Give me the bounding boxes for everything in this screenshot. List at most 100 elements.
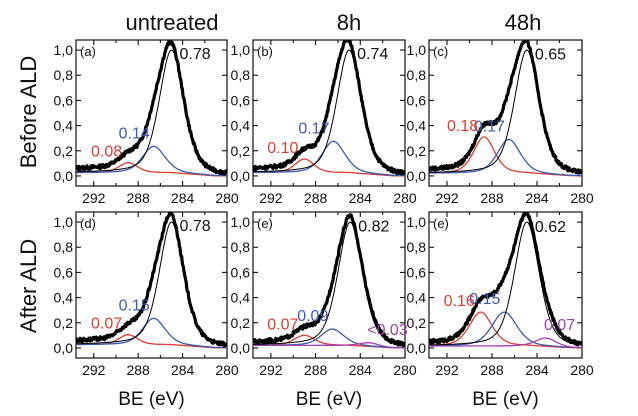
x-tick-label: 280: [215, 190, 239, 206]
y-tick-label: 0,0: [231, 340, 251, 356]
x-axis-label: BE (eV): [296, 389, 363, 410]
x-tick-label: 284: [349, 190, 373, 206]
y-tick-label: 0,8: [231, 67, 251, 83]
y-tick-label: 0,2: [54, 143, 74, 159]
main-peak-label: 0.65: [535, 47, 566, 64]
y-tick-label: 0,4: [231, 290, 251, 306]
x-tick-label: 288: [304, 190, 328, 206]
panel-4: 0,0 0,2 0,4 0,6 0,8 1,0 292 288 284 280 (e) 0.82 0.0…: [231, 212, 417, 410]
x-tick-label: 280: [570, 190, 594, 206]
y-tick-label: 0,2: [407, 315, 427, 331]
x-tick-label: 284: [525, 362, 549, 378]
panels-group: 0,0 0,2 0,4 0,6 0,8 1,0 292 288 284 280 (a) 0.78 0.1…: [54, 38, 594, 410]
x-tick-label: 284: [525, 190, 549, 206]
y-tick-label: 1,0: [407, 42, 427, 58]
purple-peak-label: 0.07: [544, 317, 575, 334]
y-tick-label: 0,2: [231, 143, 251, 159]
x-tick-label: 280: [393, 362, 417, 378]
column-title-8h: 8h: [337, 10, 361, 35]
blue-component-curve: [429, 139, 582, 175]
y-tick-label: 0,8: [407, 239, 427, 255]
blue-peak-label: 0.14: [119, 125, 150, 142]
y-tick-label: 0,8: [54, 239, 74, 255]
red-peak-label: 0.08: [91, 144, 122, 161]
x-tick-label: 288: [480, 190, 504, 206]
x-tick-label: 292: [259, 362, 283, 378]
blue-peak-label: 0.17: [298, 120, 329, 137]
y-tick-label: 1,0: [231, 214, 251, 230]
panel-label: (c): [433, 44, 448, 59]
y-tick-label: 0,6: [54, 264, 74, 280]
blue-peak-label: 0.15: [119, 297, 150, 314]
red-peak-label: 0.07: [91, 316, 122, 333]
panel-1: 0,0 0,2 0,4 0,6 0,8 1,0 292 288 284 280 (b) 0.74 0.1…: [231, 38, 417, 206]
y-tick-label: 1,0: [54, 42, 74, 58]
y-tick-label: 0,4: [54, 290, 74, 306]
red-peak-label: 0.07: [267, 316, 298, 333]
red-peak-label: 0.18: [447, 118, 478, 135]
x-tick-label: 292: [82, 190, 106, 206]
y-tick-label: 0,4: [231, 118, 251, 134]
column-title-untreated: untreated: [126, 10, 219, 35]
column-title-48h: 48h: [505, 10, 542, 35]
y-tick-label: 0,0: [54, 168, 74, 184]
x-tick-label: 292: [435, 190, 459, 206]
panel-0: 0,0 0,2 0,4 0,6 0,8 1,0 292 288 284 280 (a) 0.78 0.1…: [54, 40, 239, 206]
x-tick-label: 292: [82, 362, 106, 378]
x-tick-label: 280: [393, 190, 417, 206]
y-tick-label: 0,2: [407, 143, 427, 159]
x-tick-label: 284: [171, 190, 195, 206]
x-axis-label: BE (eV): [472, 389, 539, 410]
main-peak-label: 0.78: [179, 46, 210, 63]
main-peak-label: 0.62: [535, 219, 566, 236]
y-tick-label: 0,8: [54, 67, 74, 83]
y-tick-label: 0,0: [231, 168, 251, 184]
purple-peak-label: <0.03: [367, 322, 408, 339]
y-tick-label: 0,0: [407, 340, 427, 356]
panel-label: (a): [80, 44, 96, 59]
x-tick-label: 280: [570, 362, 594, 378]
panel-label: (b): [257, 44, 273, 59]
x-tick-label: 284: [349, 362, 373, 378]
x-tick-label: 280: [215, 362, 239, 378]
main-peak-label: 0.74: [357, 46, 388, 63]
y-tick-label: 0,6: [407, 92, 427, 108]
x-tick-label: 288: [480, 362, 504, 378]
panel-5: 0,0 0,2 0,4 0,6 0,8 1,0 292 288 284 280 (e) 0.62 0.1…: [407, 212, 594, 411]
x-tick-label: 288: [126, 190, 150, 206]
blue-peak-label: 0.09: [297, 308, 328, 325]
y-tick-label: 0,6: [407, 264, 427, 280]
x-tick-label: 292: [435, 362, 459, 378]
panel-label: (e): [433, 216, 449, 231]
y-tick-label: 0,2: [231, 315, 251, 331]
y-tick-label: 1,0: [407, 214, 427, 230]
y-tick-label: 0,6: [231, 264, 251, 280]
red-component-curve: [429, 137, 582, 176]
panel-2: 0,0 0,2 0,4 0,6 0,8 1,0 292 288 284 280 (c) 0.65 0.1…: [407, 39, 594, 206]
x-axis-label: BE (eV): [118, 389, 185, 410]
main-peak-label: 0.82: [358, 219, 389, 236]
panel-3: 0,0 0,2 0,4 0,6 0,8 1,0 292 288 284 280 (d) 0.78 0.1…: [54, 212, 239, 410]
blue-peak-label: 0.17: [474, 118, 505, 135]
main-component-curve: [429, 50, 582, 173]
y-tick-label: 0,4: [407, 290, 427, 306]
x-tick-label: 284: [171, 362, 195, 378]
y-tick-label: 0,2: [54, 315, 74, 331]
y-tick-label: 0,4: [407, 118, 427, 134]
x-tick-label: 288: [126, 362, 150, 378]
y-tick-label: 0,8: [231, 239, 251, 255]
y-tick-label: 0,6: [54, 92, 74, 108]
y-tick-label: 0,4: [54, 118, 74, 134]
main-peak-label: 0.78: [179, 218, 210, 235]
row-label-before-ald: Before ALD: [16, 56, 41, 169]
x-tick-label: 288: [304, 362, 328, 378]
red-peak-label: 0.16: [444, 293, 475, 310]
y-tick-label: 0,6: [231, 92, 251, 108]
panel-label: (e): [257, 216, 273, 231]
y-tick-label: 0,8: [407, 67, 427, 83]
y-tick-label: 1,0: [54, 214, 74, 230]
red-peak-label: 0.10: [267, 140, 298, 157]
y-tick-label: 0,0: [54, 340, 74, 356]
panel-label: (d): [80, 216, 96, 231]
